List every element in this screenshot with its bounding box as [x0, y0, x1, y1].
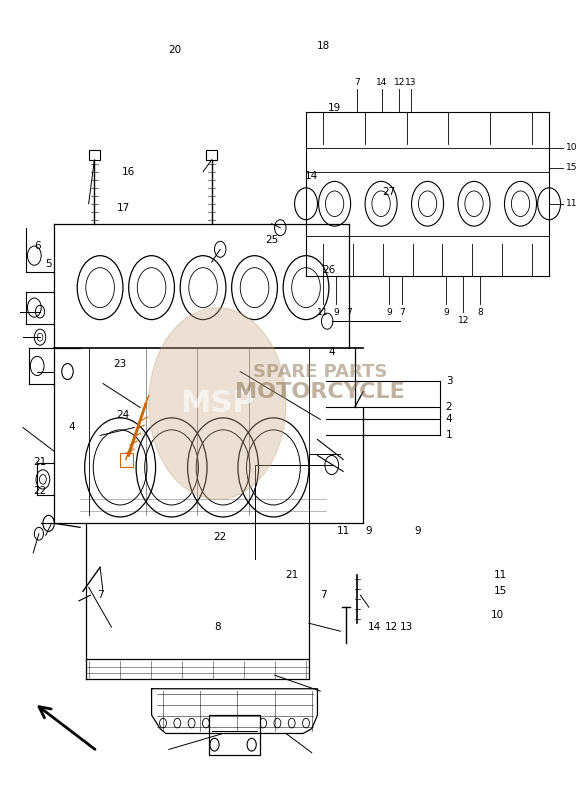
Text: 7: 7 [354, 78, 360, 87]
Text: 9: 9 [444, 308, 449, 316]
Text: MSP: MSP [180, 389, 255, 418]
Circle shape [149, 308, 286, 499]
Text: 13: 13 [400, 622, 413, 632]
Text: 9: 9 [365, 527, 372, 536]
Text: 4: 4 [328, 347, 335, 356]
Text: 12: 12 [394, 78, 405, 87]
Text: 7: 7 [97, 590, 104, 600]
Circle shape [321, 313, 333, 329]
Text: 12: 12 [457, 316, 469, 324]
Bar [209, 715, 260, 755]
Text: 6: 6 [34, 241, 41, 251]
Circle shape [274, 220, 286, 236]
Text: 5: 5 [45, 259, 52, 268]
Text: 19: 19 [328, 103, 341, 113]
Text: 16: 16 [122, 167, 135, 177]
Text: 27: 27 [382, 187, 395, 197]
Text: 22: 22 [34, 487, 47, 496]
Text: 23: 23 [113, 359, 127, 368]
Text: 10: 10 [566, 143, 578, 153]
Text: 10: 10 [491, 610, 504, 620]
Text: 9: 9 [386, 308, 392, 316]
Text: SPARE PARTS: SPARE PARTS [253, 363, 387, 380]
Text: 1: 1 [446, 431, 452, 440]
Text: 22: 22 [214, 532, 227, 542]
Text: 7: 7 [400, 308, 405, 316]
Text: 14: 14 [376, 78, 388, 87]
Bar [89, 150, 100, 160]
Text: 14: 14 [368, 622, 382, 632]
Text: 2: 2 [446, 403, 452, 412]
Text: 7: 7 [347, 308, 353, 316]
Text: 11: 11 [336, 527, 350, 536]
Text: 13: 13 [405, 78, 416, 87]
Text: 11: 11 [317, 308, 329, 316]
Text: 21: 21 [34, 457, 47, 467]
Text: 9: 9 [414, 527, 421, 536]
Bar [120, 453, 133, 467]
Bar [206, 150, 217, 160]
Text: 8: 8 [214, 622, 221, 632]
Text: 18: 18 [317, 42, 330, 51]
Text: 4: 4 [446, 415, 452, 424]
Text: 24: 24 [116, 411, 130, 420]
Text: 25: 25 [265, 235, 278, 244]
Text: 12: 12 [385, 622, 398, 632]
Text: 11: 11 [494, 570, 507, 580]
Text: 15: 15 [494, 586, 507, 596]
Text: 17: 17 [116, 203, 130, 213]
Text: 4: 4 [68, 423, 75, 432]
Text: MOTORCYCLE: MOTORCYCLE [236, 381, 405, 402]
Circle shape [214, 241, 226, 257]
Text: 26: 26 [323, 265, 335, 275]
Text: 3: 3 [446, 376, 452, 386]
Text: 8: 8 [478, 308, 483, 316]
Text: 11: 11 [566, 199, 578, 209]
Text: 7: 7 [320, 590, 327, 600]
Circle shape [34, 329, 46, 345]
Text: 14: 14 [305, 171, 318, 181]
Text: 21: 21 [285, 570, 298, 580]
Text: 9: 9 [334, 308, 339, 316]
Text: 20: 20 [168, 45, 181, 54]
Text: 15: 15 [566, 163, 578, 173]
